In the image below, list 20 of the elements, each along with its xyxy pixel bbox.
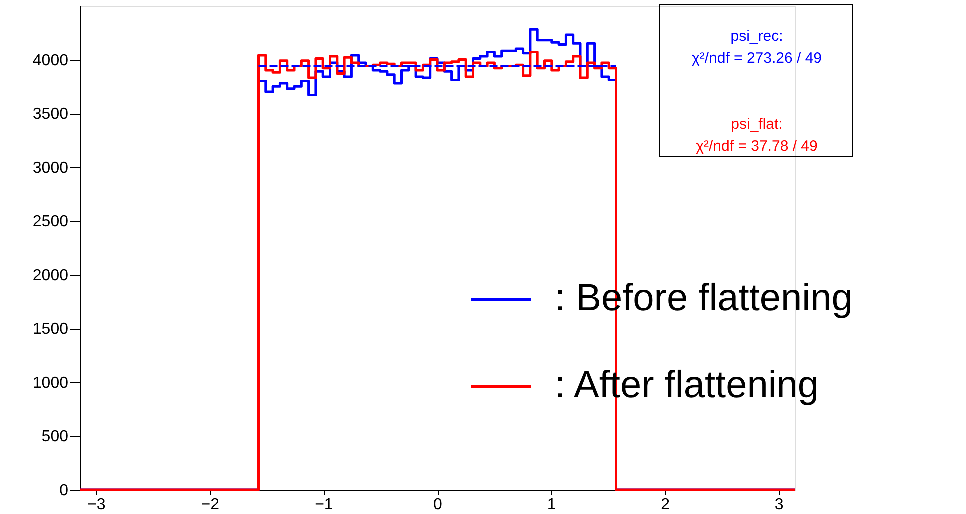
annotation: psi_rec:: [730, 28, 784, 45]
x-tick-label: 2: [661, 496, 670, 514]
y-tick-label: 500: [42, 428, 69, 446]
x-tick-label: −3: [87, 496, 106, 514]
x-tick-label: 0: [434, 496, 443, 514]
x-tick-label: 3: [774, 496, 784, 514]
y-tick-label: 2000: [32, 267, 69, 284]
x-tick-label: −1: [315, 496, 334, 514]
y-tick-label: 1000: [32, 374, 69, 392]
y-tick-label: 0: [60, 482, 69, 500]
y-tick-label: 4000: [32, 52, 69, 70]
annotation: χ²/ndf = 37.78 / 49: [696, 138, 818, 155]
annotation: χ²/ndf = 273.26 / 49: [692, 50, 822, 67]
y-tick-label: 1500: [32, 321, 69, 338]
y-tick-label: 3000: [32, 160, 69, 177]
y-tick-label: 2500: [32, 214, 69, 231]
x-tick-label: −2: [201, 496, 220, 514]
y-tick-label: 3500: [32, 106, 69, 124]
x-tick-label: 1: [547, 496, 556, 514]
annotation: psi_flat:: [731, 116, 783, 133]
